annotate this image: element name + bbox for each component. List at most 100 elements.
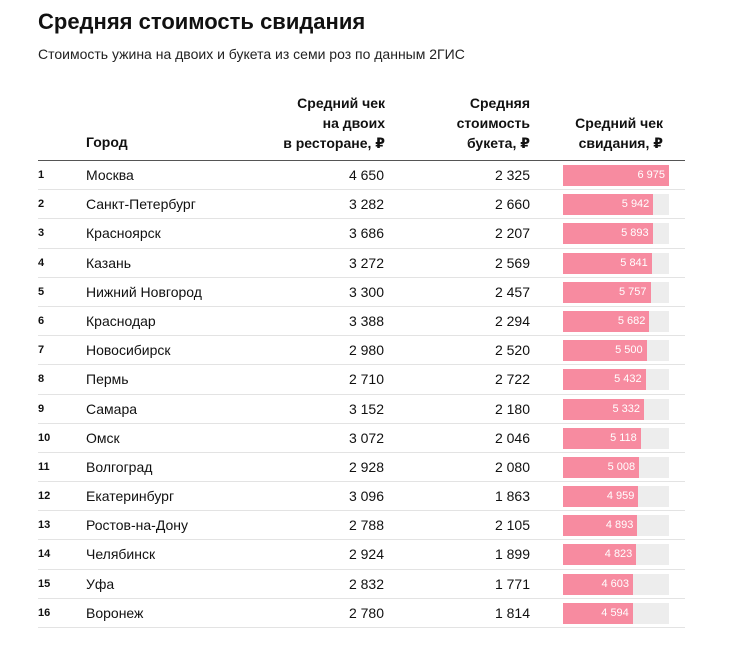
row-bouquet-value: 2 722: [494, 371, 530, 388]
date-cost-label: 5 682: [617, 314, 646, 327]
date-cost-label: 5 008: [607, 460, 636, 473]
row-city: Волгоград: [86, 458, 153, 475]
date-cost-bar: 5 500: [563, 340, 647, 362]
header-bouquet-line-1: Средняя: [469, 95, 530, 111]
row-rank: 13: [38, 519, 51, 532]
row-bouquet-value: 2 660: [494, 196, 530, 213]
table-row: 3 Красноярск 3 686 2 207 5 893: [0, 219, 735, 249]
table-row: 7 Новосибирск 2 980 2 520 5 500: [0, 336, 735, 366]
row-bouquet-value: 2 080: [494, 458, 530, 475]
date-cost-bar: 4 893: [563, 515, 638, 537]
header-date-line-1: Средний чек: [575, 115, 663, 131]
row-restaurant-value: 3 096: [348, 488, 384, 505]
date-cost-bar-track: 5 118: [563, 427, 669, 449]
row-rank: 15: [38, 577, 51, 590]
date-cost-bar: 4 823: [563, 544, 637, 566]
header-bouquet-line-3: букета, ₽: [466, 135, 530, 151]
row-divider: [38, 393, 685, 395]
row-divider: [38, 451, 685, 453]
date-cost-bar-track: 4 959: [563, 486, 669, 508]
date-cost-bar: 5 893: [563, 223, 653, 245]
row-divider: [38, 597, 685, 599]
date-cost-bar: 5 008: [563, 456, 640, 478]
date-cost-label: 4 959: [606, 490, 635, 503]
row-bouquet-value: 2 325: [494, 167, 530, 183]
table-row: 14 Челябинск 2 924 1 899 4 823: [0, 540, 735, 570]
date-cost-bar-track: 5 757: [563, 281, 669, 303]
row-divider: [38, 481, 685, 483]
date-cost-label: 4 594: [601, 606, 629, 619]
row-restaurant-value: 2 980: [348, 342, 384, 359]
row-city: Краснодар: [86, 312, 156, 329]
row-rank: 10: [38, 431, 51, 444]
date-cost-bar-track: 5 942: [563, 194, 669, 216]
row-city: Самара: [86, 400, 138, 417]
row-bouquet-value: 1 814: [494, 604, 530, 621]
row-restaurant-value: 3 282: [348, 196, 384, 213]
row-bouquet-value: 2 294: [494, 312, 530, 329]
header-restaurant-line-1: Средний чек: [297, 95, 385, 111]
date-cost-bar: 5 682: [563, 310, 650, 332]
row-city: Уфа: [86, 575, 115, 592]
date-cost-bar: 5 841: [563, 252, 652, 274]
date-cost-bar-track: 5 682: [563, 310, 669, 332]
date-cost-bar-track: 5 008: [563, 456, 669, 478]
date-cost-bar-track: 5 893: [563, 223, 669, 245]
row-city: Омск: [86, 429, 120, 446]
row-bouquet-value: 2 180: [494, 400, 530, 417]
table-row: 11 Волгоград 2 928 2 080 5 008: [0, 453, 735, 483]
row-divider: [38, 568, 685, 570]
row-divider: [38, 305, 685, 307]
date-cost-bar: 6 975: [563, 165, 669, 186]
date-cost-bar-track: 5 432: [563, 369, 669, 391]
row-city: Новосибирск: [86, 342, 171, 359]
row-restaurant-value: 2 832: [348, 575, 384, 592]
row-rank: 16: [38, 606, 51, 619]
row-city: Казань: [86, 254, 132, 271]
row-rank: 1: [38, 169, 45, 181]
row-divider: [38, 422, 685, 424]
row-divider: [38, 627, 685, 628]
date-cost-bar-track: 4 893: [563, 515, 669, 537]
date-cost-bar: 4 603: [563, 573, 633, 595]
table-row: 9 Самара 3 152 2 180 5 332: [0, 395, 735, 424]
row-city: Нижний Новгород: [86, 283, 202, 300]
row-restaurant-value: 4 650: [348, 167, 384, 183]
header-city-label: Город: [86, 134, 128, 150]
date-cost-bar: 5 332: [563, 398, 644, 420]
table-row: 4 Казань 3 272 2 569 5 841: [0, 249, 735, 278]
row-rank: 5: [38, 285, 45, 298]
header-restaurant: Средний чек на двоих в ресторане, ₽: [244, 93, 385, 153]
row-bouquet-value: 2 046: [494, 429, 530, 446]
row-city: Челябинск: [86, 546, 156, 563]
date-cost-bar: 4 959: [563, 486, 639, 508]
date-cost-label: 5 841: [620, 256, 648, 269]
row-bouquet-value: 1 863: [494, 488, 530, 505]
row-restaurant-value: 3 072: [348, 429, 384, 446]
row-restaurant-value: 2 710: [348, 371, 384, 388]
date-cost-label: 4 603: [601, 577, 629, 590]
row-rank: 9: [38, 402, 45, 415]
date-cost-label: 5 332: [612, 402, 640, 415]
date-cost-label: 5 432: [614, 373, 642, 386]
date-cost-bar-track: 4 823: [563, 544, 669, 566]
row-rank: 11: [38, 460, 50, 473]
row-divider: [38, 247, 685, 249]
header-restaurant-line-2: на двоих: [322, 115, 385, 131]
date-cost-bar: 5 118: [563, 427, 641, 449]
row-city: Екатеринбург: [86, 488, 175, 505]
header-bouquet-line-2: стоимость: [456, 115, 530, 131]
table-body: 1 Москва 4 650 2 325 6 975 2 Санкт-Петербург 3 …: [0, 161, 735, 628]
row-rank: 14: [38, 548, 51, 561]
row-city: Санкт-Петербург: [86, 196, 196, 213]
row-city: Москва: [86, 167, 134, 183]
table-row: 6 Краснодар 3 388 2 294 5 682: [0, 307, 735, 337]
row-restaurant-value: 2 928: [348, 458, 384, 475]
row-bouquet-value: 2 569: [494, 254, 530, 271]
row-bouquet-value: 1 771: [494, 575, 530, 592]
date-cost-label: 5 500: [615, 344, 643, 357]
table-row: 15 Уфа 2 832 1 771 4 603: [0, 570, 735, 599]
row-restaurant-value: 3 388: [348, 312, 384, 329]
row-divider: [38, 276, 685, 278]
row-rank: 6: [38, 314, 45, 327]
